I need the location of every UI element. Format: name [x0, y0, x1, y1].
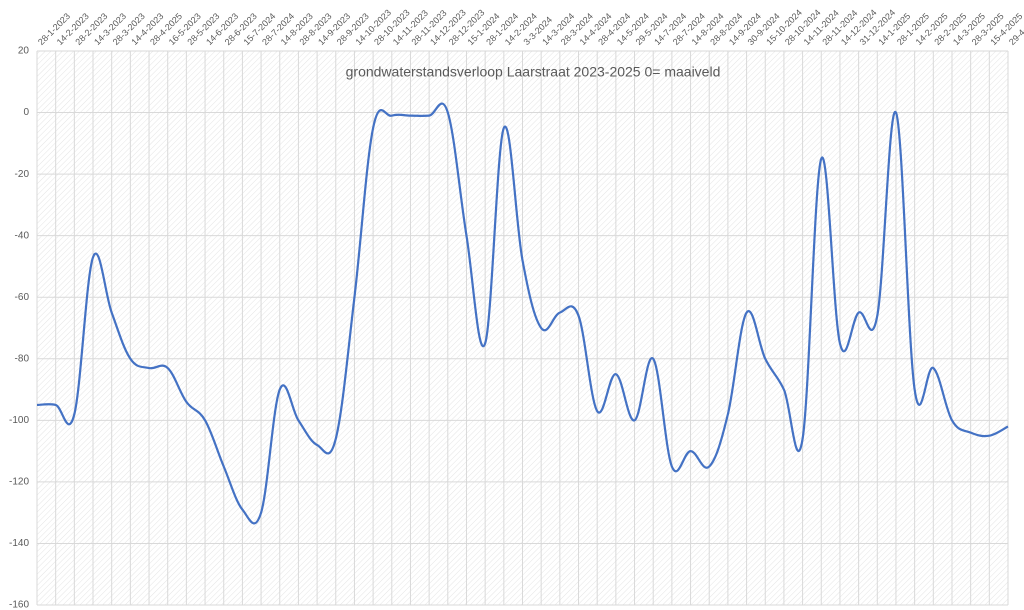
y-tick-label: -100 — [9, 415, 29, 426]
y-tick-label: -20 — [15, 169, 30, 180]
chart-title: grondwaterstandsverloop Laarstraat 2023-… — [346, 64, 721, 80]
y-tick-label: -160 — [9, 600, 29, 610]
data-line — [36, 102, 1009, 525]
y-tick-label: -80 — [15, 353, 30, 364]
y-tick-label: -40 — [15, 230, 30, 241]
y-tick-label: 20 — [18, 46, 30, 57]
y-tick-label: -120 — [9, 477, 29, 488]
y-tick-label: -140 — [9, 538, 29, 549]
y-tick-label: -60 — [15, 292, 30, 303]
y-tick-label: 0 — [23, 107, 29, 118]
